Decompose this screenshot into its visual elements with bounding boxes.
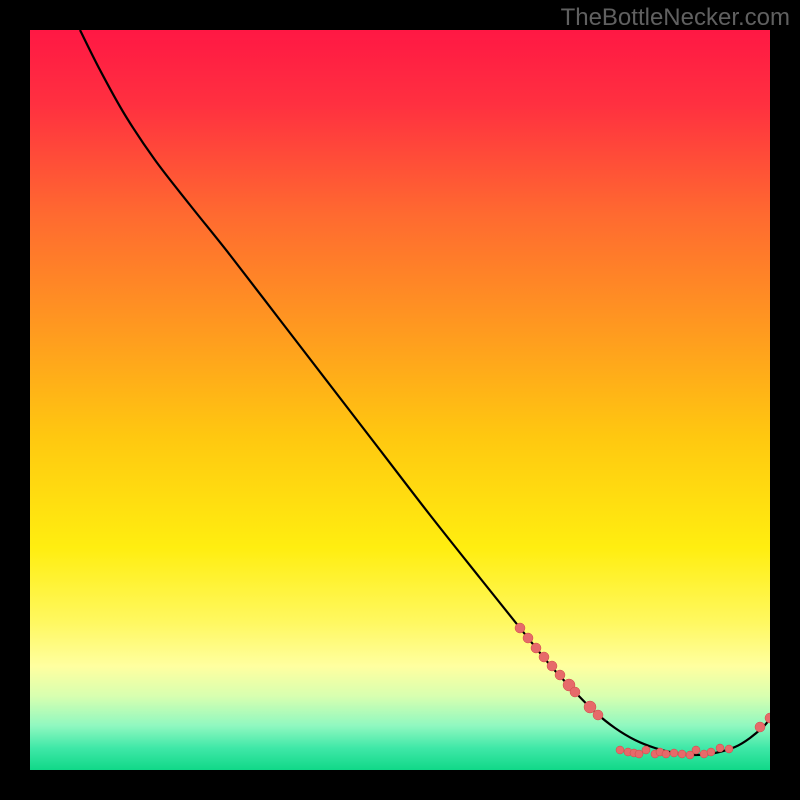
data-point-marker (662, 750, 670, 758)
data-point-marker (670, 749, 678, 757)
data-point-marker (547, 661, 557, 671)
plot-area (30, 30, 770, 770)
data-point-marker (700, 750, 708, 758)
data-point-marker (635, 750, 643, 758)
curve-markers (515, 623, 770, 759)
data-point-marker (716, 744, 724, 752)
data-point-marker (616, 746, 624, 754)
data-point-marker (570, 687, 580, 697)
data-point-marker (555, 670, 565, 680)
data-point-marker (531, 643, 541, 653)
chart-container: TheBottleNecker.com (0, 0, 800, 800)
data-point-marker (692, 746, 700, 754)
data-point-marker (515, 623, 525, 633)
data-point-marker (725, 745, 733, 753)
watermark-text: TheBottleNecker.com (561, 4, 790, 32)
data-point-marker (593, 710, 603, 720)
data-point-marker (707, 748, 715, 756)
data-point-marker (755, 722, 765, 732)
data-point-marker (765, 713, 770, 723)
curve-layer (30, 30, 770, 770)
data-point-marker (539, 652, 549, 662)
data-point-marker (642, 746, 650, 754)
bottleneck-curve (80, 30, 770, 755)
data-point-marker (523, 633, 533, 643)
data-point-marker (678, 750, 686, 758)
data-point-marker (584, 701, 596, 713)
